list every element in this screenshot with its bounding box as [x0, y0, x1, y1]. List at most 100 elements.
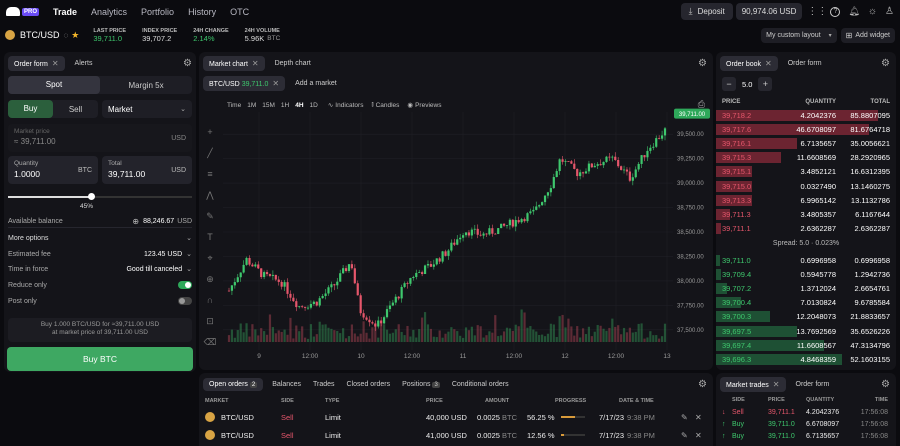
pair-selector[interactable]: BTC/USD ◌ ★ [5, 30, 79, 41]
apps-grid-icon[interactable]: ⋮⋮ [807, 6, 828, 17]
mode-margin[interactable]: Margin 5x [128, 80, 164, 90]
tab-order-book[interactable]: Order book ✕ [720, 55, 778, 71]
trend-line-icon[interactable]: ╱ [207, 148, 213, 158]
tf-time[interactable]: Time [227, 101, 242, 109]
ask-row[interactable]: 39,715.3 11.6608569 28.2920965 [716, 151, 896, 164]
reduce-only-toggle[interactable] [178, 281, 192, 289]
tab-order-form-mt[interactable]: Order form [795, 380, 830, 388]
zoom-icon[interactable]: ⊕ [206, 274, 214, 284]
bid-row[interactable]: 39,709.4 0.5945778 1.2942736 [716, 268, 896, 281]
nav-otc[interactable]: OTC [230, 6, 250, 17]
tool-candles[interactable]: Candles [375, 101, 400, 109]
tool-previews[interactable]: Previews [415, 101, 442, 109]
mode-spot[interactable]: Spot [8, 76, 100, 94]
crosshair-icon[interactable]: + [207, 127, 213, 137]
side-buy[interactable]: Buy [8, 100, 53, 118]
settings-gear-icon[interactable]: ⚙ [183, 57, 192, 69]
trash-icon[interactable]: ⌫ [203, 337, 217, 347]
ask-row[interactable]: 39,718.2 4.2042376 85.8807095 [716, 109, 896, 122]
slider-handle[interactable] [87, 193, 95, 200]
fib-tool-icon[interactable]: ≡ [207, 169, 213, 179]
tf-4h[interactable]: 4H [295, 101, 304, 109]
deposit-button[interactable]: ⤓ Deposit [680, 3, 733, 20]
layout-selector[interactable]: My custom layout ▾ [761, 27, 837, 43]
nav-analytics[interactable]: Analytics [91, 6, 128, 17]
edit-pencil-icon[interactable]: ✎ [681, 412, 688, 422]
favorite-star-icon[interactable]: ★ [71, 29, 80, 40]
lock-icon[interactable]: ⊡ [206, 316, 214, 326]
ask-row[interactable]: 39,716.1 6.7135657 35.0056621 [716, 137, 896, 150]
nav-trade[interactable]: Trade [53, 6, 78, 17]
tf-1h[interactable]: 1H [280, 101, 290, 109]
step-decrease-button[interactable]: − [722, 77, 736, 91]
candles-icon[interactable]: ⫾ [371, 101, 374, 108]
nav-history[interactable]: History [188, 6, 217, 17]
edit-pencil-icon[interactable]: ✎ [681, 430, 688, 440]
plus-circle-icon[interactable]: ⊕ [132, 217, 140, 226]
tab-balances[interactable]: Balances [272, 380, 302, 388]
indicators-icon[interactable]: ∿ [327, 102, 334, 109]
add-widget-button[interactable]: ⊞ Add widget [840, 27, 895, 43]
chevron-down-icon[interactable]: ⌄ [186, 251, 192, 258]
tab-open-orders[interactable]: Open orders 2 [203, 377, 264, 391]
chart-pair-tab[interactable]: BTC/USD 39,711.0 ✕ [203, 75, 286, 91]
bid-row[interactable]: 39,696.3 4.8468359 52.1603155 [716, 353, 896, 366]
ask-row[interactable]: 39,711.1 2.6362287 2.6362287 [716, 222, 896, 235]
settings-gear-icon[interactable]: ⚙ [881, 57, 890, 69]
step-increase-button[interactable]: + [758, 77, 773, 91]
order-type-select[interactable]: Market ⌄ [102, 100, 192, 118]
order-row[interactable]: BTC/USD Sell Limit 40,000 USD 0.0025 BTC… [205, 409, 707, 425]
kraken-logo[interactable]: PRO [6, 7, 40, 16]
settings-gear-icon[interactable]: ⚙ [881, 378, 890, 390]
bid-row[interactable]: 39,711.0 0.6996958 0.6996958 [716, 254, 896, 267]
tab-depth-chart[interactable]: Depth chart [274, 59, 311, 67]
tab-order-form[interactable]: Order form ✕ [8, 55, 65, 71]
measure-icon[interactable]: ⌖ [207, 253, 213, 263]
brush-tool-icon[interactable]: ✎ [206, 211, 214, 221]
tf-15m[interactable]: 15M [262, 101, 275, 109]
nav-portfolio[interactable]: Portfolio [141, 6, 175, 17]
previews-eye-icon[interactable]: ◉ [407, 102, 414, 109]
ask-row[interactable]: 39,715.1 3.4852121 16.6312395 [716, 165, 896, 178]
bid-row[interactable]: 39,707.2 1.3712024 2.6654761 [716, 282, 896, 295]
ask-row[interactable]: 39,711.3 3.4805357 6.1167644 [716, 208, 896, 221]
tf-1d[interactable]: 1D [309, 101, 318, 109]
pattern-tool-icon[interactable]: ⋀ [206, 190, 214, 200]
ask-row[interactable]: 39,717.6 46.6708097 81.6764718 [716, 123, 896, 136]
magnet-icon[interactable]: ∩ [206, 295, 214, 305]
tab-alerts[interactable]: Alerts [74, 59, 93, 67]
side-sell[interactable]: Sell [68, 104, 83, 114]
total-field[interactable]: Total 39,711.00 USD [102, 156, 192, 184]
settings-gear-icon[interactable]: ⚙ [698, 378, 707, 390]
post-only-toggle[interactable] [178, 297, 192, 305]
amount-slider[interactable] [8, 193, 192, 200]
text-tool-icon[interactable]: T [207, 232, 213, 242]
ask-row[interactable]: 39,715.0 0.0327490 13.1460275 [716, 180, 896, 193]
tab-market-trades[interactable]: Market trades ✕ [720, 376, 786, 392]
tf-1m[interactable]: 1M [247, 101, 257, 109]
order-row[interactable]: BTC/USD Sell Limit 41,000 USD 0.0025 BTC… [205, 427, 707, 443]
tab-trades[interactable]: Trades [313, 380, 335, 388]
bid-row[interactable]: 39,697.5 13.7692569 35.6526226 [716, 325, 896, 338]
add-market-button[interactable]: Add a market [295, 79, 337, 87]
tab-positions[interactable]: Positions 3 [402, 380, 440, 388]
balance-display[interactable]: 90,974.06 USD [735, 3, 803, 20]
tab-market-chart[interactable]: Market chart ✕ [203, 55, 265, 71]
theme-sun-icon[interactable]: ☼ [867, 6, 878, 17]
cancel-close-icon[interactable]: ✕ [695, 412, 702, 422]
help-icon[interactable]: ? [830, 6, 841, 17]
buy-btc-button[interactable]: Buy BTC [7, 347, 193, 371]
bid-row[interactable]: 39,697.4 11.6608567 47.3134796 [716, 339, 896, 352]
notifications-bell-icon[interactable]: 🔔︎ [848, 6, 860, 16]
tab-conditional-orders[interactable]: Conditional orders [451, 380, 509, 388]
time-in-force-row[interactable]: Time in force Good till canceled ⌄ [8, 263, 192, 275]
more-options-toggle[interactable]: More options ⌄ [8, 232, 192, 244]
bid-row[interactable]: 39,700.3 12.2048073 21.8833657 [716, 310, 896, 323]
settings-gear-icon[interactable]: ⚙ [698, 57, 707, 69]
cancel-close-icon[interactable]: ✕ [695, 430, 702, 440]
bid-row[interactable]: 39,700.4 7.0130824 9.6785584 [716, 296, 896, 309]
tool-indicators[interactable]: Indicators [335, 101, 364, 109]
quantity-field[interactable]: Quantity 1.0000 BTC [8, 156, 98, 184]
candlestick-chart[interactable]: 39,500.00 39,250.00 39,000.00 38,750.00 38,5… [199, 52, 713, 360]
ask-row[interactable]: 39,713.3 6.9965142 13.1132786 [716, 194, 896, 207]
